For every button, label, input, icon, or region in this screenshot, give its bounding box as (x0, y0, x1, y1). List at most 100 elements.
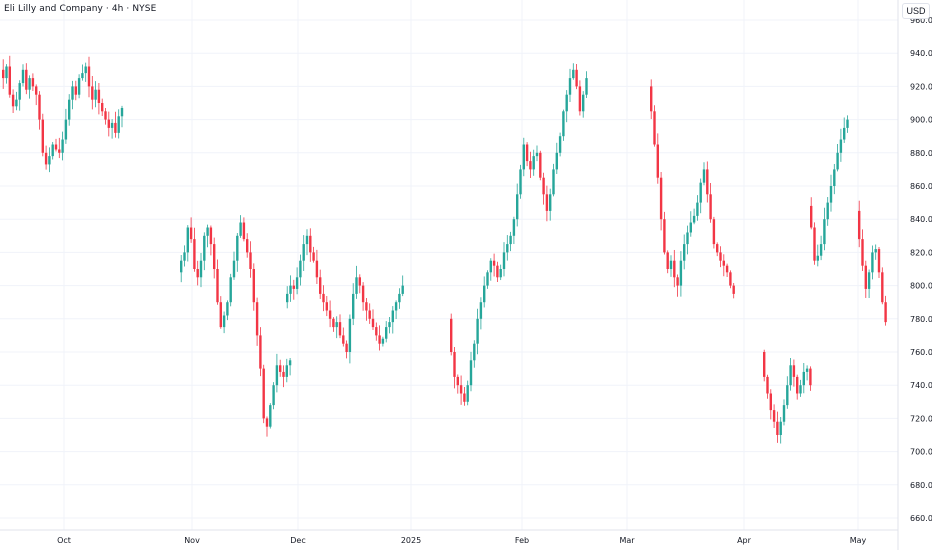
candle-down (361, 282, 365, 311)
candle-up (51, 141, 54, 160)
candle-up (679, 251, 683, 297)
candle-down (716, 242, 719, 257)
candle-body (203, 235, 206, 261)
time-tick-label: 2025 (401, 536, 421, 545)
candle-body (120, 107, 124, 117)
candle-down (453, 346, 456, 389)
candle-up (473, 340, 476, 368)
candle-down (792, 359, 796, 387)
candle-down (41, 113, 44, 157)
candle-down (262, 364, 265, 424)
candle-down (322, 285, 325, 312)
candle-up (476, 308, 479, 355)
candle-body (114, 122, 117, 133)
candle-up (683, 234, 686, 270)
candle-body (309, 235, 312, 253)
candle-down (25, 63, 28, 95)
candle-body (186, 227, 189, 253)
candle-up (84, 62, 87, 82)
candle-down (332, 317, 335, 332)
candle-body (732, 285, 735, 294)
candle-down (813, 222, 816, 265)
candle-up (68, 94, 71, 126)
candle-down (725, 263, 729, 277)
candle-down (450, 313, 453, 356)
candle-body (378, 335, 381, 344)
candle-down (325, 296, 328, 317)
candle-body (401, 285, 404, 294)
candle-body (679, 260, 683, 286)
currency-button[interactable]: USD (902, 3, 930, 19)
candle-up (489, 258, 492, 281)
candle-body (15, 99, 18, 107)
candle-down (375, 322, 378, 341)
candle-up (816, 244, 819, 267)
candle-down (763, 349, 766, 382)
time-tick-label: Nov (184, 536, 200, 545)
candle-down (246, 233, 249, 258)
candle-body (673, 260, 676, 278)
candle-up (355, 265, 358, 299)
price-axis[interactable]: 660.00 680.00 700.00 720.00 740.00 760.00 780.… (910, 16, 932, 523)
candle-up (186, 225, 189, 262)
candle-up (805, 365, 809, 381)
candle-body (25, 69, 28, 90)
candle-body (555, 152, 558, 170)
candle-body (18, 83, 21, 100)
candle-up (549, 188, 552, 221)
candle-down (342, 327, 345, 347)
candle-up (232, 251, 236, 280)
candle-body (512, 219, 516, 236)
candle-body (699, 182, 702, 203)
candle-body (48, 156, 51, 165)
candle-up (486, 270, 489, 289)
candle-up (779, 416, 782, 444)
candle-up (532, 149, 535, 176)
candle-body (568, 78, 572, 95)
price-tick-label: 680.00 (910, 481, 932, 490)
candle-body (858, 210, 861, 240)
candle-body (97, 89, 101, 103)
candle-up (829, 174, 833, 212)
candle-body (352, 293, 355, 319)
price-tick-label: 860.00 (910, 182, 932, 191)
candle-down (242, 217, 246, 242)
candle-up (183, 245, 186, 267)
candle-body (289, 285, 292, 294)
candle-down (378, 325, 381, 351)
candle-body (81, 73, 84, 79)
candle-body (252, 269, 255, 303)
candle-body (229, 277, 232, 303)
candle-body (391, 310, 394, 323)
price-tick-label: 780.00 (910, 315, 932, 324)
candle-down (673, 249, 676, 288)
candle-down (578, 80, 582, 116)
candle-body (249, 252, 252, 269)
candle-up (394, 300, 398, 320)
time-axis[interactable]: Oct Nov Dec 2025 Feb Mar Apr May (57, 536, 866, 545)
candle-down (529, 151, 532, 178)
candle-body (476, 318, 479, 344)
candle-body (68, 99, 71, 120)
candle-body (11, 94, 15, 107)
candle-body (833, 169, 836, 186)
candle-body (816, 255, 819, 261)
candle-body (659, 177, 663, 220)
candle-body (763, 352, 766, 377)
candle-up (21, 64, 25, 87)
candle-body (549, 194, 552, 211)
candle-body (305, 235, 309, 245)
candle-up (305, 229, 309, 256)
candle-down (216, 259, 219, 305)
candle-up (229, 273, 232, 307)
candle-down (456, 374, 459, 394)
candle-body (348, 318, 352, 352)
candle-down (463, 386, 466, 406)
candle-down (656, 133, 659, 184)
candle-body (226, 302, 229, 316)
candle-down (338, 314, 342, 339)
candle-body (328, 310, 332, 319)
candle-body (262, 368, 265, 419)
